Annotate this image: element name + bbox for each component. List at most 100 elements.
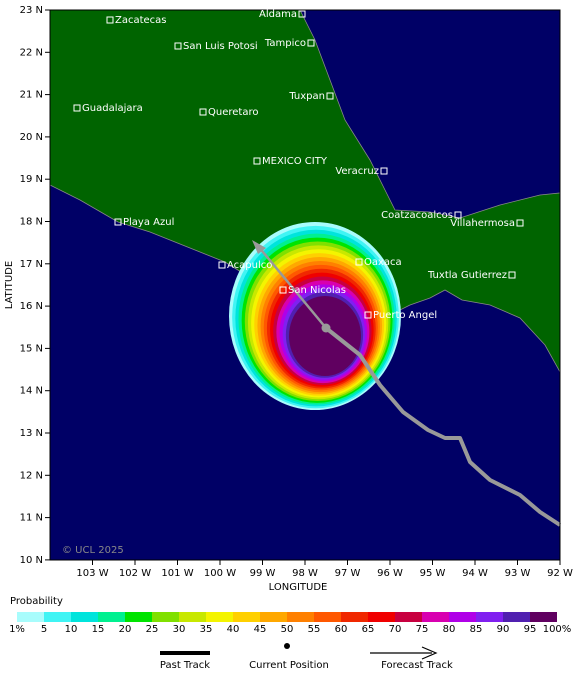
y-tick-label: 17 N — [20, 259, 43, 270]
colorbar-cell — [449, 612, 476, 622]
y-tick-label: 21 N — [20, 90, 43, 101]
y-tick-label: 14 N — [20, 386, 43, 397]
city-label: Playa Azul — [123, 217, 174, 228]
colorbar-label: 5 — [41, 624, 47, 635]
swath-band — [289, 296, 361, 376]
colorbar-cell — [530, 612, 557, 622]
x-tick-label: 96 W — [377, 568, 403, 579]
city-marker — [253, 157, 261, 165]
city-marker — [326, 92, 334, 100]
colorbar-cell — [17, 612, 44, 622]
colorbar-cell — [314, 612, 341, 622]
colorbar-label: 20 — [119, 624, 132, 635]
city-label: Villahermosa — [450, 218, 515, 229]
position-swatch — [284, 643, 290, 649]
x-tick-label: 103 W — [76, 568, 108, 579]
colorbar-label: 80 — [443, 624, 456, 635]
city-label: Coatzacoalcos — [381, 210, 453, 221]
x-tick-label: 100 W — [204, 568, 236, 579]
city-marker — [73, 104, 81, 112]
colorbar-label: 15 — [92, 624, 105, 635]
legend-title: Probability — [10, 596, 63, 607]
y-tick-label: 16 N — [20, 301, 43, 312]
city-label: Tampico — [264, 38, 306, 49]
forecast-track — [257, 245, 327, 329]
x-tick-label: 98 W — [292, 568, 318, 579]
colorbar-label: 95 — [524, 624, 537, 635]
city-label: Puerto Angel — [373, 310, 437, 321]
city-marker — [114, 218, 122, 226]
y-tick-label: 12 N — [20, 470, 43, 481]
y-tick-label: 15 N — [20, 343, 43, 354]
colorbar-cell — [233, 612, 260, 622]
colorbar-cell — [71, 612, 98, 622]
x-tick-label: 102 W — [119, 568, 151, 579]
city-marker — [106, 16, 114, 24]
colorbar-label: 35 — [200, 624, 213, 635]
city-marker — [199, 108, 207, 116]
city-label: Queretaro — [208, 107, 258, 118]
y-tick-label: 10 N — [20, 555, 43, 566]
y-tick-label: 19 N — [20, 174, 43, 185]
x-tick-label: 93 W — [505, 568, 531, 579]
city-marker — [298, 10, 306, 18]
y-tick-label: 18 N — [20, 217, 43, 228]
colorbar-cell — [98, 612, 125, 622]
city-marker — [380, 167, 388, 175]
credit: © UCL 2025 — [62, 545, 124, 556]
colorbar-label: 40 — [227, 624, 240, 635]
city-label: Aldama — [259, 9, 297, 20]
colorbar-cell — [206, 612, 233, 622]
colorbar-label: 30 — [173, 624, 186, 635]
city-marker — [508, 271, 516, 279]
legend-item: Past Track — [160, 660, 210, 671]
colorbar-cell — [368, 612, 395, 622]
colorbar-label: 60 — [335, 624, 348, 635]
colorbar-label: 45 — [254, 624, 267, 635]
colorbar-cell — [179, 612, 206, 622]
legend-item: Forecast Track — [381, 660, 453, 671]
x-axis-label: LONGITUDE — [269, 582, 328, 593]
colorbar-label: 1% — [9, 624, 25, 635]
city-label: Tuxtla Gutierrez — [427, 270, 507, 281]
colorbar-cell — [395, 612, 422, 622]
city-label: Guadalajara — [82, 103, 143, 114]
past-track — [324, 326, 562, 527]
city-marker — [454, 211, 462, 219]
city-label: San Luis Potosi — [183, 41, 258, 52]
colorbar-label: 50 — [281, 624, 294, 635]
x-tick-label: 94 W — [462, 568, 488, 579]
city-marker — [364, 311, 372, 319]
colorbar-cell — [341, 612, 368, 622]
colorbar-cell — [503, 612, 530, 622]
city-marker — [174, 42, 182, 50]
colorbar-label: 85 — [470, 624, 483, 635]
land — [49, 9, 561, 374]
colorbar-cell — [44, 612, 71, 622]
x-tick-label: 99 W — [250, 568, 276, 579]
colorbar-cell — [287, 612, 314, 622]
colorbar-label: 75 — [416, 624, 429, 635]
city-marker — [355, 258, 363, 266]
y-tick-label: 20 N — [20, 132, 43, 143]
current-position — [321, 323, 331, 333]
x-tick-label: 92 W — [547, 568, 573, 579]
x-tick-label: 95 W — [420, 568, 446, 579]
x-tick-label: 97 W — [335, 568, 361, 579]
colorbar-cell — [422, 612, 449, 622]
city-marker — [218, 261, 226, 269]
y-tick-label: 11 N — [20, 513, 43, 524]
city-marker — [516, 219, 524, 227]
colorbar-label: 10 — [65, 624, 78, 635]
colorbar-cell — [476, 612, 503, 622]
colorbar-cell — [152, 612, 179, 622]
city-label: Veracruz — [335, 166, 379, 177]
city-label: MEXICO CITY — [262, 156, 328, 167]
colorbar-label: 70 — [389, 624, 402, 635]
forecast-arrowhead — [252, 240, 266, 254]
colorbar-label: 100% — [543, 624, 572, 635]
colorbar-label: 65 — [362, 624, 375, 635]
colorbar-cell — [125, 612, 152, 622]
colorbar-label: 25 — [146, 624, 159, 635]
y-axis-label: LATITUDE — [4, 261, 15, 309]
